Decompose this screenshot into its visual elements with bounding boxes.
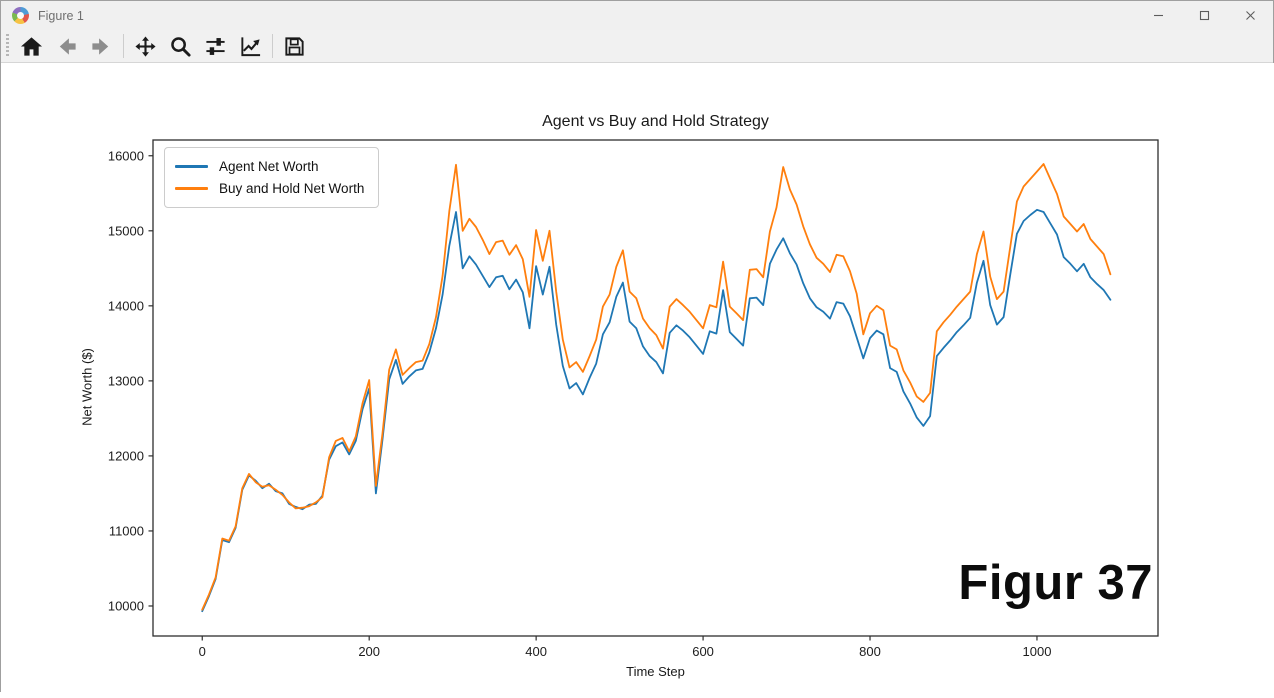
navigation-toolbar xyxy=(1,30,1273,63)
y-tick-label: 16000 xyxy=(108,148,144,163)
configure-subplots-button[interactable] xyxy=(198,32,233,60)
legend: Agent Net Worth Buy and Hold Net Worth xyxy=(164,147,380,208)
x-tick-label: 200 xyxy=(358,644,380,659)
sliders-icon xyxy=(206,37,225,55)
y-tick-label: 13000 xyxy=(108,373,144,388)
zoom-button[interactable] xyxy=(163,32,198,60)
edit-axes-button[interactable] xyxy=(233,32,268,60)
toolbar-separator xyxy=(123,34,124,58)
back-button[interactable] xyxy=(49,32,84,60)
y-axis-label: Net Worth ($) xyxy=(79,348,95,426)
y-tick-label: 10000 xyxy=(108,598,144,613)
agent-net-worth-line xyxy=(201,208,1112,613)
minimize-button[interactable] xyxy=(1135,1,1181,30)
legend-label-buy-hold: Buy and Hold Net Worth xyxy=(219,180,365,196)
x-tick-label: 1000 xyxy=(1023,644,1052,659)
save-button[interactable] xyxy=(277,32,312,60)
close-icon xyxy=(1245,11,1255,20)
y-tick-label: 15000 xyxy=(108,223,144,238)
window-title: Figure 1 xyxy=(38,8,84,23)
buy-and-hold-net-worth-line xyxy=(201,163,1112,611)
x-axis-label: Time Step xyxy=(626,664,685,679)
title-bar: Figure 1 xyxy=(1,1,1273,30)
y-tick-label: 14000 xyxy=(108,298,144,313)
agent-line-swatch xyxy=(175,164,208,168)
legend-entry-agent: Agent Net Worth xyxy=(175,155,364,177)
pan-button[interactable] xyxy=(128,32,163,60)
x-tick-label: 400 xyxy=(525,644,547,659)
x-tick-label: 0 xyxy=(199,644,206,659)
figure-number-annotation: Figur 37 xyxy=(958,556,1153,610)
home-button[interactable] xyxy=(14,32,49,60)
axes-frame xyxy=(152,139,1159,637)
legend-entry-buy-hold: Buy and Hold Net Worth xyxy=(175,177,364,199)
figure-canvas: 0 200 400 600 800 1000 10000 11000 12000 13000 140… xyxy=(1,63,1274,693)
close-button[interactable] xyxy=(1227,1,1273,30)
minimize-icon xyxy=(1153,14,1163,17)
chart-title: Agent vs Buy and Hold Strategy xyxy=(542,113,769,130)
forward-arrow-icon xyxy=(92,37,109,55)
maximize-button[interactable] xyxy=(1181,1,1227,30)
buy-hold-line-swatch xyxy=(175,186,208,190)
forward-button[interactable] xyxy=(84,32,119,60)
matplotlib-logo-icon xyxy=(12,7,29,24)
back-arrow-icon xyxy=(59,37,76,55)
window-controls xyxy=(1135,1,1273,30)
line-chart-icon xyxy=(241,36,261,56)
toolbar-grip[interactable] xyxy=(6,34,9,58)
home-icon xyxy=(20,36,43,56)
pan-icon xyxy=(135,35,156,57)
x-tick-label: 800 xyxy=(859,644,881,659)
y-tick-label: 11000 xyxy=(109,523,144,538)
legend-label-agent: Agent Net Worth xyxy=(219,158,319,174)
plot-area[interactable]: 0 200 400 600 800 1000 10000 11000 12000 13000 140… xyxy=(1,63,1274,693)
maximize-icon xyxy=(1199,10,1209,21)
x-tick-label: 600 xyxy=(692,644,714,659)
y-tick-label: 12000 xyxy=(108,448,144,463)
toolbar-separator xyxy=(272,34,273,58)
save-floppy-icon xyxy=(285,36,304,56)
magnifier-icon xyxy=(171,36,191,57)
